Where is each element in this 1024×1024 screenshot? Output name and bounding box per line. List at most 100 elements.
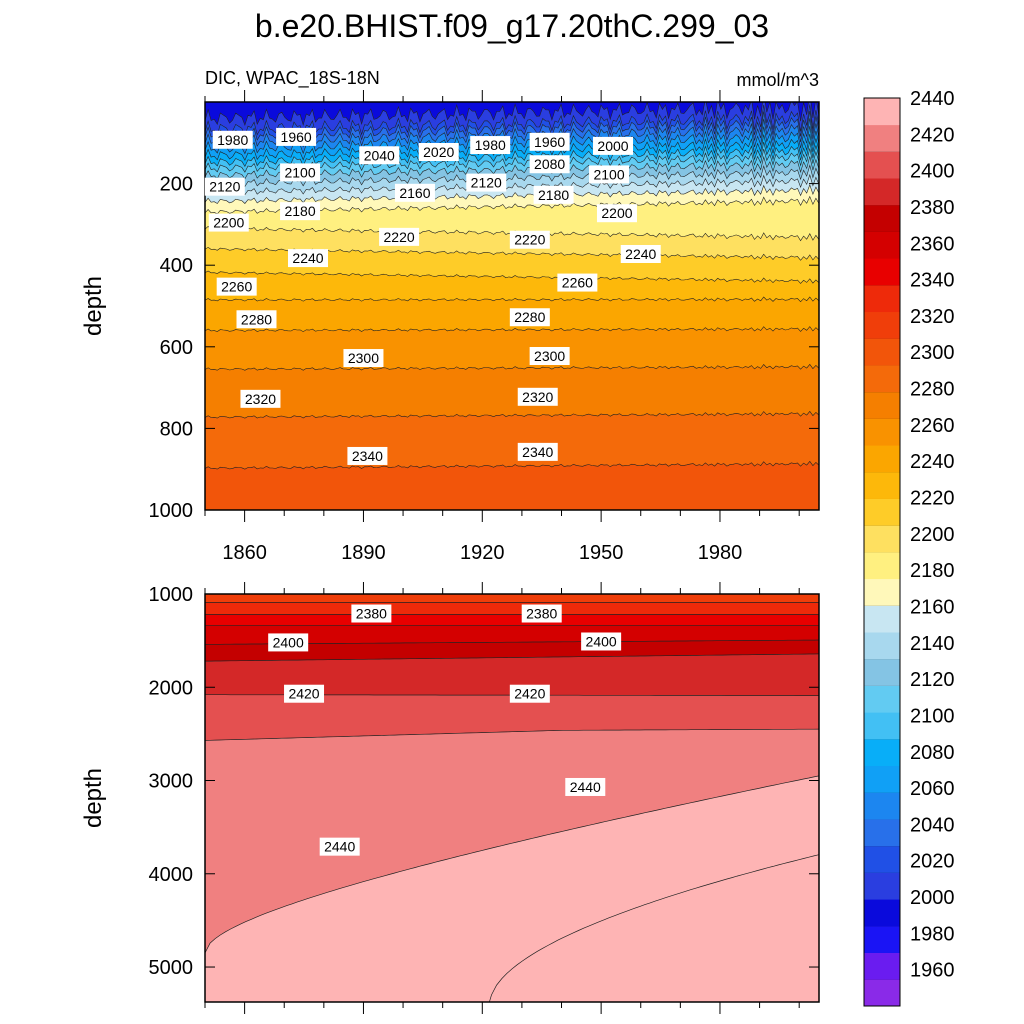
contour-label-text: 2040 — [364, 147, 395, 163]
colorbar-cell — [864, 872, 900, 900]
colorbar-label: 2340 — [910, 270, 955, 292]
contour-label: 2180 — [280, 202, 321, 221]
contour-label-text: 1980 — [217, 132, 248, 148]
contour-label: 2440 — [565, 777, 606, 796]
contour-label-box — [284, 684, 325, 703]
contour-line — [205, 326, 819, 333]
contour-label-text: 2000 — [597, 138, 628, 154]
contour-label: 1980 — [212, 130, 253, 149]
contour-label-box — [533, 185, 574, 204]
colorbar-label: 2440 — [910, 88, 955, 110]
contour-label: 2340 — [517, 442, 558, 461]
lower-y-axis-label: depth — [80, 768, 107, 828]
colorbar-cell — [864, 738, 900, 767]
contour-label-box — [280, 202, 321, 221]
contour-label: 2400 — [581, 632, 622, 651]
colorbar-label: 2100 — [910, 705, 955, 727]
tick-label: 1980 — [698, 542, 743, 564]
contour-label-box — [517, 387, 558, 406]
tick-label: 800 — [160, 418, 193, 440]
colorbar-cell — [864, 605, 900, 633]
colorbar-cell — [864, 925, 900, 953]
contour-label: 2320 — [517, 387, 558, 406]
contour-line — [205, 460, 819, 470]
contour-label-box — [589, 165, 630, 184]
contour-label-box — [509, 684, 550, 703]
colorbar-cell — [864, 178, 900, 206]
contour-label-text: 2420 — [288, 686, 319, 702]
colorbar-label: 2160 — [910, 596, 955, 618]
contour-label-box — [212, 130, 253, 149]
contour-label-box — [470, 136, 511, 155]
contour-label: 2380 — [351, 604, 392, 623]
contour-label-box — [351, 604, 392, 623]
contour-label-text: 2020 — [423, 144, 454, 160]
contour-label: 1960 — [529, 132, 570, 151]
contour-label-box — [529, 132, 570, 151]
contour-line — [205, 775, 819, 954]
colorbar-cell — [864, 124, 900, 152]
contour-label: 2440 — [319, 837, 360, 856]
colorbar: 1960 1980 2000 2020 2040 2060 2080 2100 2120 2140… — [863, 88, 955, 1007]
tick-label: 1920 — [460, 542, 505, 564]
contour-label-text: 2100 — [593, 166, 624, 182]
tick-label: 600 — [160, 337, 193, 359]
contour-label-text: 2340 — [522, 444, 553, 460]
colorbar-cell — [864, 258, 900, 286]
units-label: mmol/m^3 — [737, 70, 819, 90]
colorbar-cell — [864, 445, 900, 473]
lower-panel-contours — [205, 602, 819, 1002]
contour-label-text: 2440 — [570, 779, 601, 795]
colorbar-cell — [864, 231, 900, 259]
contour-label: 2200 — [208, 213, 249, 232]
colorbar-cell — [864, 98, 900, 126]
colorbar-cell — [864, 498, 900, 526]
contour-line — [205, 296, 819, 303]
contour-label: 2260 — [557, 273, 598, 292]
contour-label-box — [557, 273, 598, 292]
contour-label-text: 2220 — [514, 232, 545, 248]
contour-label-text: 1960 — [281, 129, 312, 145]
contour-label-text: 2420 — [514, 686, 545, 702]
colorbar-cell — [864, 311, 900, 339]
colorbar-cell — [864, 204, 900, 232]
contour-label: 2000 — [593, 136, 634, 155]
colorbar-label: 2220 — [910, 488, 955, 510]
contour-label-text: 2200 — [601, 205, 632, 221]
contour-label: 2080 — [529, 155, 570, 174]
contour-label: 2420 — [284, 684, 325, 703]
tick-label: 200 — [160, 174, 193, 196]
contour-line — [489, 854, 819, 1002]
contour-label: 2380 — [521, 604, 562, 623]
contour-label-text: 2380 — [356, 606, 387, 622]
contour-label-text: 2180 — [284, 203, 315, 219]
contour-label: 1980 — [470, 136, 511, 155]
contour-label-box — [240, 389, 281, 408]
contour-label-box — [379, 227, 420, 246]
contour-label: 2240 — [287, 249, 328, 268]
contour-label-box — [596, 204, 637, 223]
contour-label: 2280 — [236, 310, 277, 329]
contour-label-text: 2320 — [522, 389, 553, 405]
colorbar-cell — [864, 979, 900, 1007]
contour-label-box — [359, 146, 400, 165]
contour-label-box — [521, 604, 562, 623]
contour-label: 2160 — [394, 183, 435, 202]
contour-label-text: 2400 — [586, 633, 617, 649]
contour-label-text: 2240 — [292, 250, 323, 266]
contour-label-text: 2280 — [241, 311, 272, 327]
colorbar-label: 2040 — [910, 814, 955, 836]
contour-label-text: 2160 — [399, 185, 430, 201]
colorbar-cell — [864, 845, 900, 873]
colorbar-label: 2140 — [910, 633, 955, 655]
contour-line — [205, 141, 819, 168]
contour-line — [205, 410, 819, 419]
colorbar-label: 2320 — [910, 306, 955, 328]
contour-label: 2220 — [379, 227, 420, 246]
contour-label-text: 2240 — [625, 246, 656, 262]
contour-label-text: 2280 — [514, 309, 545, 325]
contour-line — [205, 104, 819, 137]
contour-label-text: 2400 — [273, 634, 304, 650]
contour-line — [205, 102, 819, 127]
colorbar-label: 2280 — [910, 379, 955, 401]
